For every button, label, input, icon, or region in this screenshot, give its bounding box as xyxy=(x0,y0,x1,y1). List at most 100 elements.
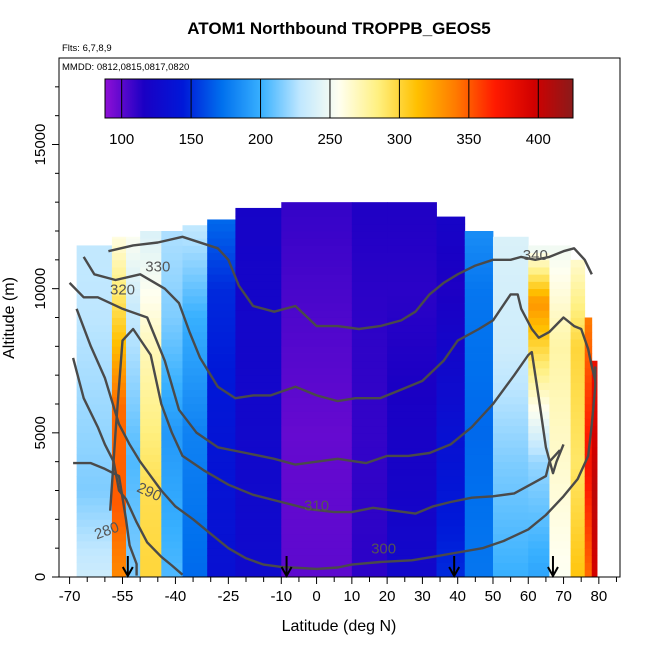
heatmap-cell xyxy=(584,454,593,463)
heatmap-cell xyxy=(492,497,529,506)
heatmap-cell xyxy=(235,526,282,535)
heatmap-cell xyxy=(182,288,208,297)
colorbar-tick-label: 400 xyxy=(526,131,551,148)
heatmap-cell xyxy=(281,555,353,563)
heatmap-cell xyxy=(528,540,550,549)
heatmap-cell xyxy=(387,461,437,470)
heatmap-cell xyxy=(584,389,593,398)
heatmap-cell xyxy=(528,454,550,463)
heatmap-cell xyxy=(111,252,127,261)
heatmap-cell xyxy=(207,339,236,347)
heatmap-cell xyxy=(387,483,437,491)
heatmap-cell xyxy=(207,555,236,563)
heatmap-cell xyxy=(436,360,466,369)
heatmap-cell xyxy=(161,476,183,484)
heatmap-cell xyxy=(126,281,141,290)
heatmap-cell xyxy=(436,310,466,318)
heatmap-cell xyxy=(464,461,494,470)
heatmap-cell xyxy=(76,526,113,535)
heatmap-cell xyxy=(492,404,529,412)
heatmap-cell xyxy=(584,317,593,326)
heatmap-cell xyxy=(436,483,466,491)
heatmap-cell xyxy=(111,238,127,246)
heatmap-cell xyxy=(528,461,550,470)
heatmap-cell xyxy=(235,425,282,434)
heatmap-cell xyxy=(351,317,388,326)
heatmap-cell xyxy=(235,389,282,398)
heatmap-cell xyxy=(387,267,437,275)
heatmap-cell xyxy=(351,497,388,506)
heatmap-cell xyxy=(464,389,494,398)
heatmap-cell xyxy=(436,267,466,275)
heatmap-cell xyxy=(528,274,550,282)
heatmap-cell xyxy=(351,353,388,362)
heatmap-cell xyxy=(570,375,586,383)
heatmap-cell xyxy=(591,411,598,419)
heatmap-cell xyxy=(570,569,586,577)
flight-marker-arrowhead xyxy=(121,566,134,579)
heatmap-cell xyxy=(281,324,353,333)
heatmap-cell xyxy=(76,512,113,520)
heatmap-cell xyxy=(126,238,141,246)
heatmap-cell xyxy=(436,533,466,542)
heatmap-cell xyxy=(111,440,127,448)
heatmap-cell xyxy=(570,331,586,340)
heatmap-cell xyxy=(111,404,127,412)
heatmap-cell xyxy=(235,245,282,254)
heatmap-cell xyxy=(436,295,466,304)
heatmap-cell xyxy=(126,440,141,448)
heatmap-cell xyxy=(207,389,236,398)
heatmap-cell xyxy=(281,454,353,463)
heatmap-cell xyxy=(235,281,282,290)
heatmap-cell xyxy=(528,281,550,290)
heatmap-cell xyxy=(492,562,529,571)
heatmap-cell xyxy=(464,519,494,527)
heatmap-cell xyxy=(161,367,183,376)
heatmap-cell xyxy=(126,389,141,398)
heatmap-cell xyxy=(207,490,236,499)
heatmap-cell xyxy=(182,476,208,484)
heatmap-cell xyxy=(528,533,550,542)
heatmap-cell xyxy=(76,562,113,571)
heatmap-cell xyxy=(140,295,162,304)
heatmap-cell xyxy=(464,288,494,297)
heatmap-cell xyxy=(584,353,593,362)
heatmap-cell xyxy=(492,281,529,290)
heatmap-cell xyxy=(281,375,353,383)
heatmap-cell xyxy=(351,310,388,318)
heatmap-cell xyxy=(549,396,572,405)
heatmap-cell xyxy=(492,310,529,318)
heatmap-cell xyxy=(591,490,598,499)
heatmap-cell xyxy=(584,562,593,571)
heatmap-cell xyxy=(584,331,593,340)
heatmap-cell xyxy=(140,526,162,535)
heatmap-cell xyxy=(111,447,127,455)
heatmap-cell xyxy=(387,569,437,577)
heatmap-cell xyxy=(76,411,113,419)
colorbar-tick-label: 300 xyxy=(387,131,412,148)
heatmap-cell xyxy=(207,223,236,232)
heatmap-cell xyxy=(492,396,529,405)
heatmap-cell xyxy=(140,231,162,239)
heatmap-cell xyxy=(76,404,113,412)
heatmap-cell xyxy=(351,346,388,354)
heatmap-cell xyxy=(351,274,388,282)
heatmap-cell xyxy=(126,461,141,470)
heatmap-cell xyxy=(591,512,598,520)
heatmap-cell xyxy=(235,512,282,520)
heatmap-cell xyxy=(549,540,572,549)
heatmap-cell xyxy=(281,497,353,506)
heatmap-cell xyxy=(570,267,586,275)
heatmap-cell xyxy=(549,404,572,412)
heatmap-cell xyxy=(126,339,141,347)
heatmap-cell xyxy=(182,555,208,563)
heatmap-cell xyxy=(182,295,208,304)
heatmap-cell xyxy=(570,360,586,369)
heatmap-cell xyxy=(387,504,437,513)
heatmap-cell xyxy=(492,259,529,268)
heatmap-cell xyxy=(387,252,437,261)
dates-annotation: MMDD: 0812,0815,0817,0820 xyxy=(62,62,189,73)
heatmap-cell xyxy=(111,259,127,268)
heatmap-cell xyxy=(492,411,529,419)
heatmap-cell xyxy=(140,519,162,527)
